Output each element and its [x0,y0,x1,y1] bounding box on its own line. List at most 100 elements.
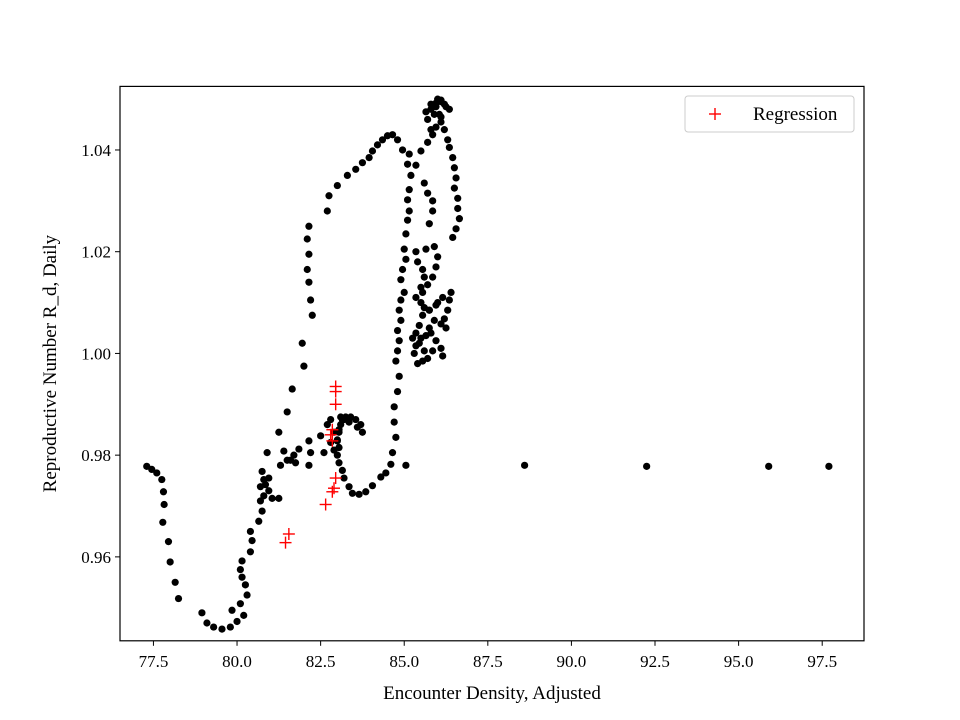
data-point [276,461,285,469]
data-point [422,108,430,116]
data-point [303,265,311,274]
data-point [440,126,448,134]
data-point [393,326,402,335]
data-point [263,449,271,457]
data-point [291,459,300,467]
data-point [410,349,418,358]
data-point [377,473,385,481]
data-point [429,207,437,215]
data-point [288,385,296,393]
data-point [450,164,458,172]
data-point [337,413,345,421]
regression-point [324,428,337,441]
y-tick-label: 0.98 [81,446,111,465]
data-point [333,181,341,190]
data-point [158,475,166,484]
data-point [397,316,405,324]
y-tick-label: 1.02 [81,243,111,262]
data-point [434,253,442,261]
data-point [395,372,403,380]
data-point [392,433,400,441]
data-point [415,321,423,330]
data-point [355,490,363,498]
data-point [422,245,430,253]
data-point [412,161,420,169]
data-point [424,354,432,363]
data-point [403,196,412,204]
data-point [449,154,457,162]
data-point [248,537,256,545]
data-marks [143,95,833,633]
regression-point [282,527,295,540]
x-tick-label: 77.5 [139,652,169,671]
data-point [320,449,328,457]
data-point [405,150,413,158]
data-point [432,337,440,345]
data-point [280,447,288,455]
data-point [449,233,457,242]
data-point [437,344,445,352]
data-point [430,110,438,118]
data-point [233,617,241,626]
data-point [429,197,437,205]
data-point [325,192,333,200]
data-point [335,459,343,467]
regression-point [279,536,292,549]
data-point [153,469,161,477]
data-point [362,488,370,496]
data-point [258,467,266,476]
data-point [305,461,313,469]
data-point [256,497,265,505]
regression-point [326,423,339,436]
data-point [388,131,397,139]
regression-point [329,472,342,485]
data-point [437,96,445,104]
data-point [348,489,356,497]
data-point [228,606,236,614]
data-point [393,347,402,355]
data-point [445,105,453,113]
data-point [440,315,448,323]
data-point [306,296,315,304]
data-point [159,488,168,496]
data-point [442,324,450,332]
data-point [454,204,462,213]
data-point [412,342,420,350]
regression-point [319,498,332,511]
y-tick-label: 1.00 [81,344,111,363]
data-point [450,184,458,192]
data-point [368,482,377,490]
data-point [305,278,313,286]
data-point [521,461,529,469]
data-point [203,619,211,627]
plot-frame [119,85,865,642]
regression-point [326,434,339,447]
data-point [430,316,438,324]
data-point [439,352,447,360]
data-point [403,160,412,168]
data-point [238,573,246,581]
data-point [455,215,463,223]
data-point [265,487,273,495]
data-point [452,225,460,233]
data-point [246,548,255,556]
data-point [373,141,382,149]
data-point [268,494,276,502]
legend-marker-regression [709,108,721,120]
data-point [390,418,398,426]
data-point [419,288,427,296]
data-point [402,461,410,469]
data-point [303,235,311,243]
data-point [345,483,353,491]
data-point [417,147,425,155]
x-tick-label: 80.0 [222,652,252,671]
data-point [323,207,331,215]
data-point [323,421,331,429]
data-point [447,288,455,296]
data-point [397,296,405,304]
data-point [420,347,428,355]
data-point [437,118,445,126]
data-point [333,451,341,459]
data-point [425,220,433,228]
x-tick-label: 92.5 [640,652,670,671]
